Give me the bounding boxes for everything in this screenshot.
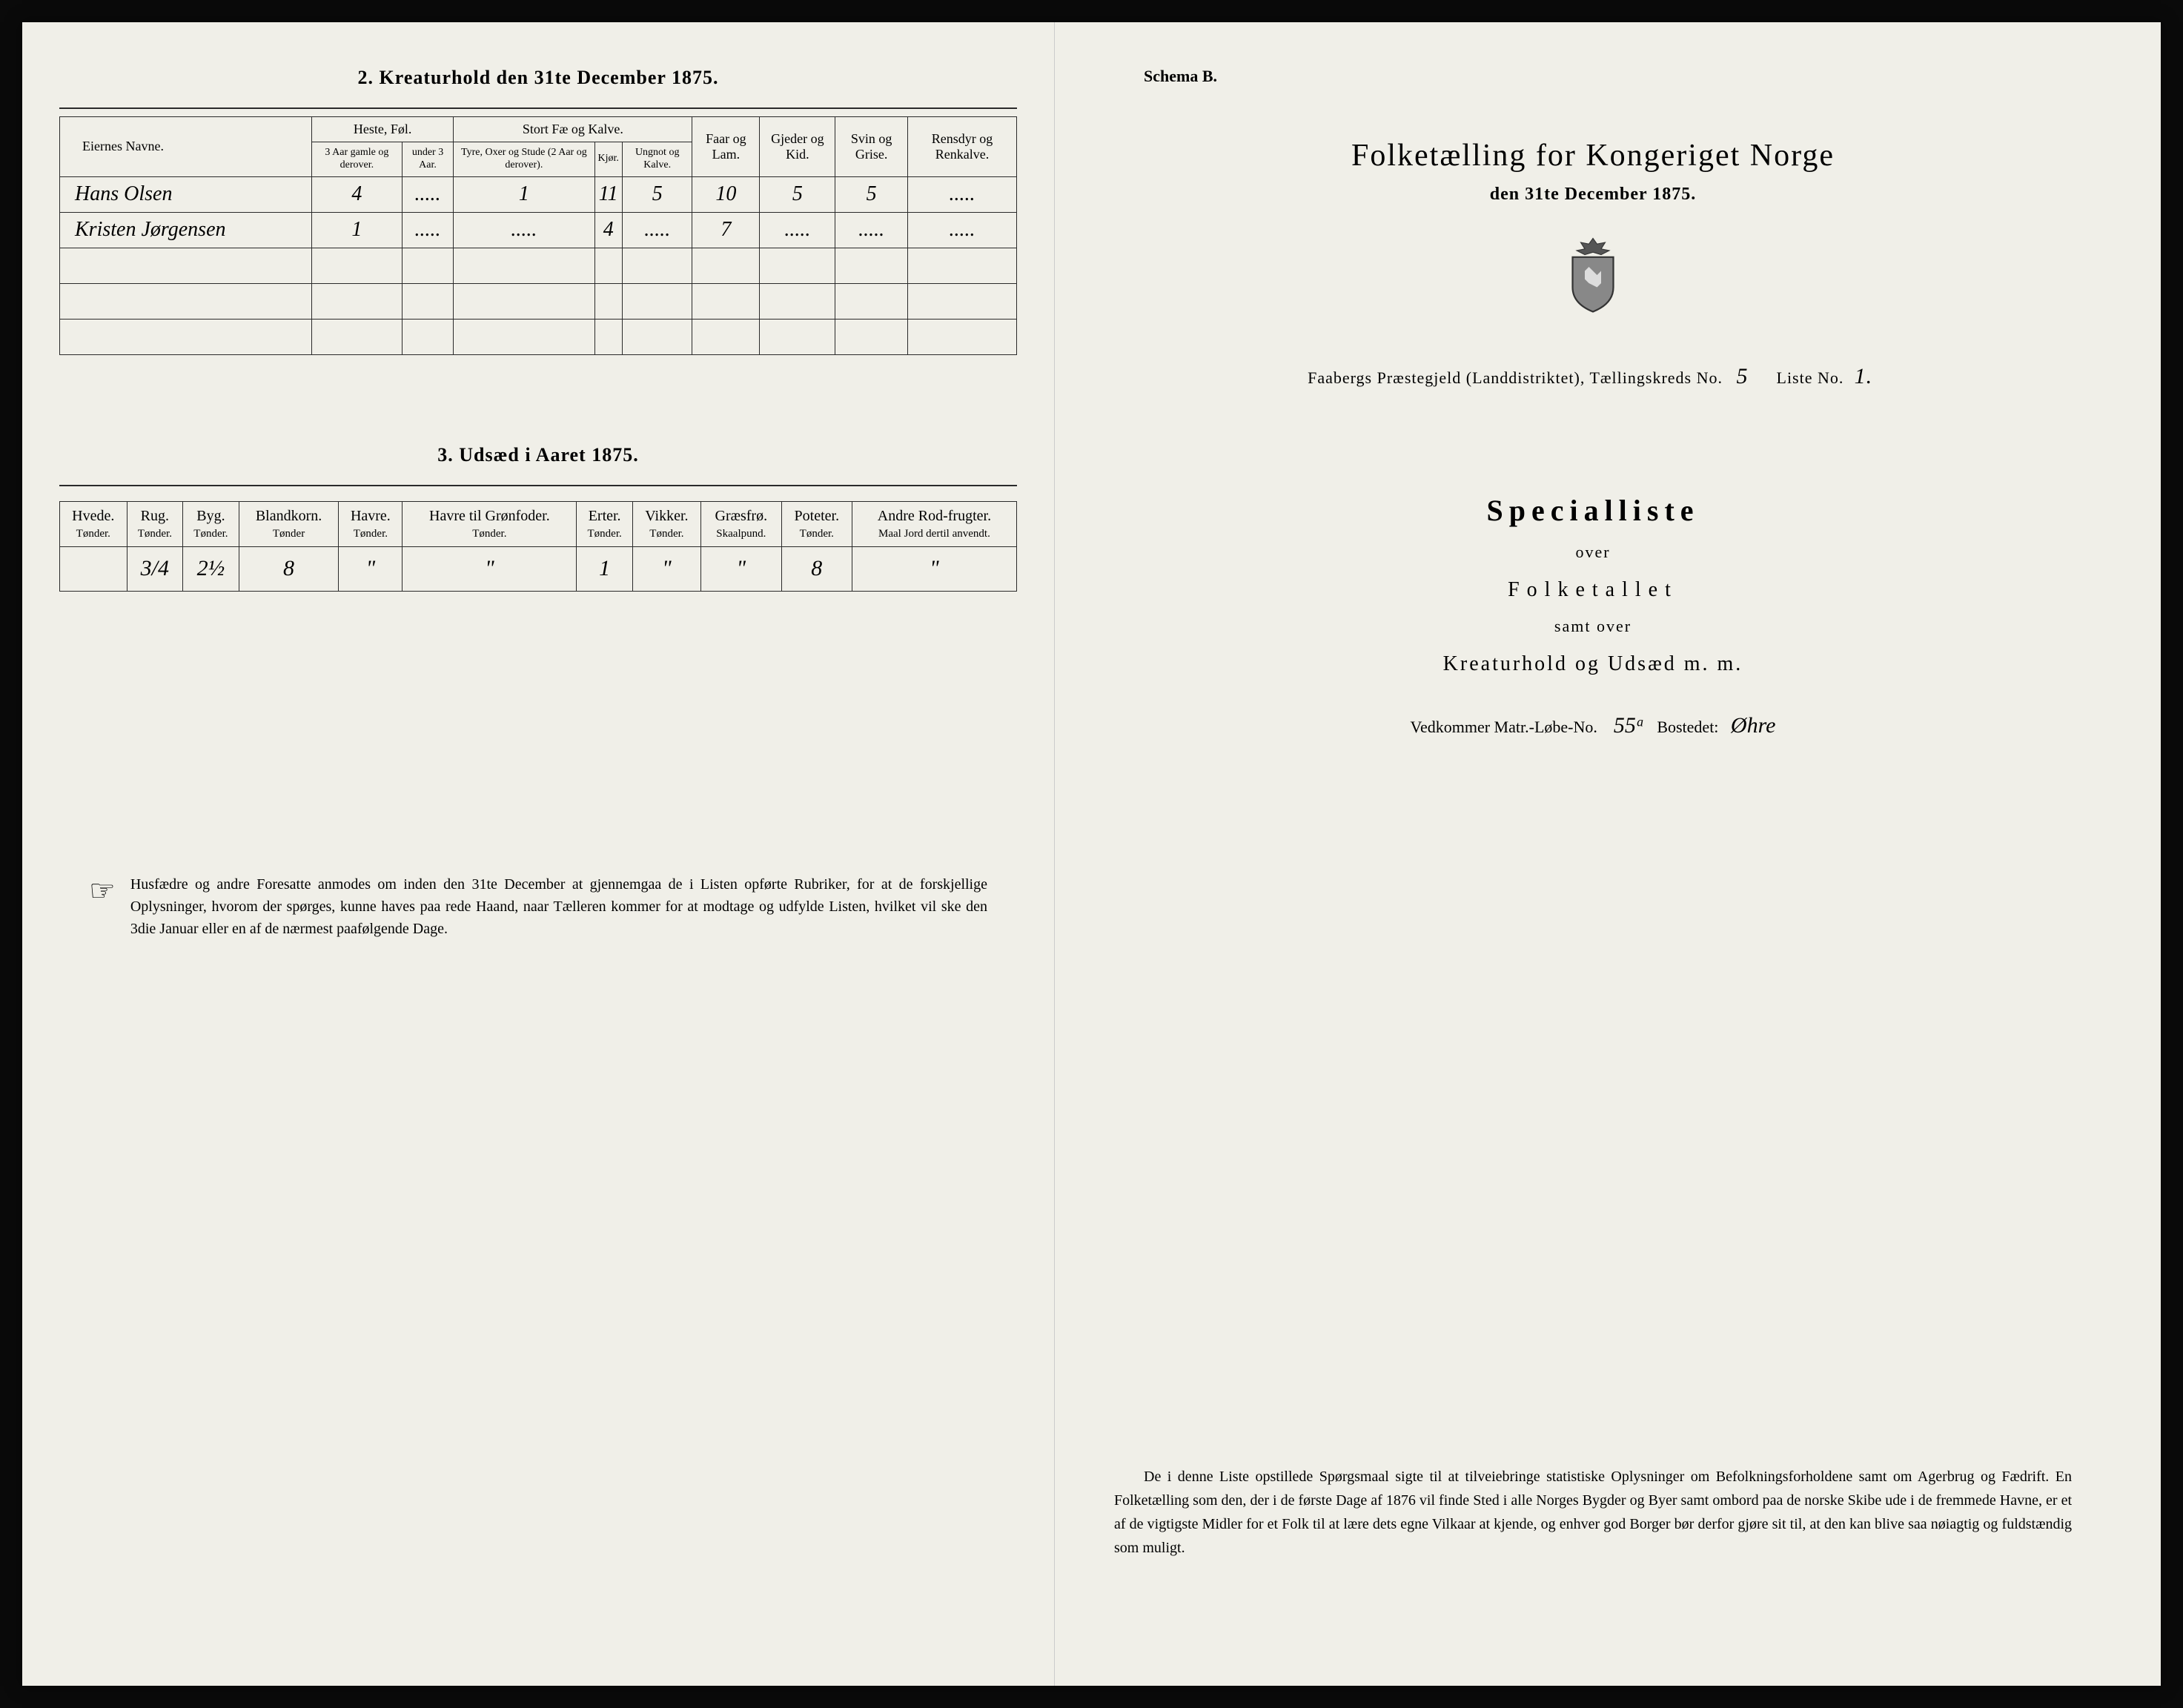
- col-rensdyr: Rensdyr og Renkalve.: [908, 117, 1017, 177]
- main-title: Folketælling for Kongeriget Norge: [1114, 138, 2072, 173]
- cell: ": [632, 546, 700, 591]
- spec-samt-over: samt over: [1114, 617, 2072, 636]
- schema-label: Schema B.: [1144, 67, 2072, 86]
- sub-ungnot: Ungnot og Kalve.: [622, 142, 692, 177]
- cell: .....: [402, 176, 453, 212]
- col-stortfae: Stort Fæ og Kalve.: [454, 117, 692, 142]
- col: Byg.Tønder.: [183, 501, 239, 546]
- spec-kreatur: Kreaturhold og Udsæd m. m.: [1114, 652, 2072, 676]
- specialliste-block: Specialliste over Folketallet samt over …: [1114, 493, 2072, 676]
- kreatur-table: Eiernes Navne. Heste, Føl. Stort Fæ og K…: [59, 116, 1017, 355]
- bostedet-label: Bostedet:: [1657, 718, 1718, 736]
- cell-name: Kristen Jørgensen: [60, 212, 312, 248]
- cell: 7: [692, 212, 760, 248]
- liste-label: Liste No.: [1777, 368, 1844, 387]
- table-row: 3/4 2½ 8 " " 1 " " 8 ": [60, 546, 1017, 591]
- col: Havre til Grønfoder.Tønder.: [403, 501, 577, 546]
- right-footnote: De i denne Liste opstillede Spørgsmaal s…: [1114, 1465, 2072, 1560]
- section-3-title: 3. Udsæd i Aaret 1875.: [59, 444, 1017, 466]
- vedkommer-line: Vedkommer Matr.-Løbe-No. 55ᵃ Bostedet: Ø…: [1114, 713, 2072, 738]
- cell: 10: [692, 176, 760, 212]
- table-row: Kristen Jørgensen 1 ..... ..... 4 ..... …: [60, 212, 1017, 248]
- col: Hvede.Tønder.: [60, 501, 127, 546]
- cell: .....: [622, 212, 692, 248]
- cell: .....: [402, 212, 453, 248]
- col: Rug.Tønder.: [127, 501, 183, 546]
- coat-of-arms-icon: [1114, 234, 2072, 320]
- vedkommer-label: Vedkommer Matr.-Løbe-No.: [1411, 718, 1597, 736]
- cell: ": [700, 546, 781, 591]
- spec-over: over: [1114, 543, 2072, 562]
- cell: 5: [760, 176, 835, 212]
- cell: 4: [594, 212, 622, 248]
- cell: .....: [760, 212, 835, 248]
- section-2-title: 2. Kreaturhold den 31te December 1875.: [59, 67, 1017, 89]
- cell: .....: [908, 212, 1017, 248]
- col-gjeder: Gjeder og Kid.: [760, 117, 835, 177]
- footnote-text: Husfædre og andre Foresatte anmodes om i…: [130, 873, 987, 940]
- location-prefix: Faabergs Præstegjeld (Landdistriktet), T…: [1308, 368, 1723, 387]
- left-footnote: ☞ Husfædre og andre Foresatte anmodes om…: [59, 873, 1017, 940]
- col: Poteter.Tønder.: [781, 501, 852, 546]
- liste-no: 1.: [1849, 364, 1878, 389]
- cell: [60, 546, 127, 591]
- left-page: 2. Kreaturhold den 31te December 1875. E…: [22, 22, 1055, 1686]
- col: Blandkorn.Tønder: [239, 501, 339, 546]
- cell: 8: [239, 546, 339, 591]
- table-row-empty: [60, 248, 1017, 283]
- cell: .....: [835, 212, 908, 248]
- pointing-hand-icon: ☞: [89, 873, 116, 940]
- udsaed-table: Hvede.Tønder. Rug.Tønder. Byg.Tønder. Bl…: [59, 501, 1017, 592]
- col-heste: Heste, Føl.: [312, 117, 454, 142]
- cell: 5: [622, 176, 692, 212]
- bostedet: Øhre: [1731, 713, 1776, 738]
- date-line: den 31te December 1875.: [1114, 185, 2072, 205]
- cell: .....: [908, 176, 1017, 212]
- cell: ": [403, 546, 577, 591]
- rule: [59, 107, 1017, 109]
- table-row-empty: [60, 319, 1017, 354]
- cell: ": [339, 546, 403, 591]
- cell: 8: [781, 546, 852, 591]
- cell: 4: [312, 176, 403, 212]
- matr-no: 55ᵃ: [1614, 713, 1645, 738]
- cell: .....: [454, 212, 594, 248]
- col-name: Eiernes Navne.: [60, 117, 312, 177]
- cell: 3/4: [127, 546, 183, 591]
- table-row-empty: [60, 283, 1017, 319]
- rule: [59, 485, 1017, 486]
- cell-name: Hans Olsen: [60, 176, 312, 212]
- cell: 1: [577, 546, 633, 591]
- spec-folketallet: Folketallet: [1114, 578, 2072, 602]
- cell: ": [852, 546, 1016, 591]
- col: Havre.Tønder.: [339, 501, 403, 546]
- sub-kjor: Kjør.: [594, 142, 622, 177]
- cell: 2½: [183, 546, 239, 591]
- cell: 11: [594, 176, 622, 212]
- col: Erter.Tønder.: [577, 501, 633, 546]
- col: Græsfrø.Skaalpund.: [700, 501, 781, 546]
- right-page: Schema B. Folketælling for Kongeriget No…: [1055, 22, 2161, 1686]
- col-faar: Faar og Lam.: [692, 117, 760, 177]
- specialliste-title: Specialliste: [1114, 493, 2072, 528]
- sub-tyre: Tyre, Oxer og Stude (2 Aar og derover).: [454, 142, 594, 177]
- table-row: Hans Olsen 4 ..... 1 11 5 10 5 5 .....: [60, 176, 1017, 212]
- cell: 1: [312, 212, 403, 248]
- col: Andre Rod-frugter.Maal Jord dertil anven…: [852, 501, 1016, 546]
- kreds-no: 5: [1728, 364, 1758, 389]
- cell: 1: [454, 176, 594, 212]
- location-line: Faabergs Præstegjeld (Landdistriktet), T…: [1114, 364, 2072, 389]
- cell: 5: [835, 176, 908, 212]
- col-svin: Svin og Grise.: [835, 117, 908, 177]
- document-scan: 2. Kreaturhold den 31te December 1875. E…: [22, 22, 2161, 1686]
- sub-3aar: 3 Aar gamle og derover.: [312, 142, 403, 177]
- col: Vikker.Tønder.: [632, 501, 700, 546]
- sub-under3: under 3 Aar.: [402, 142, 453, 177]
